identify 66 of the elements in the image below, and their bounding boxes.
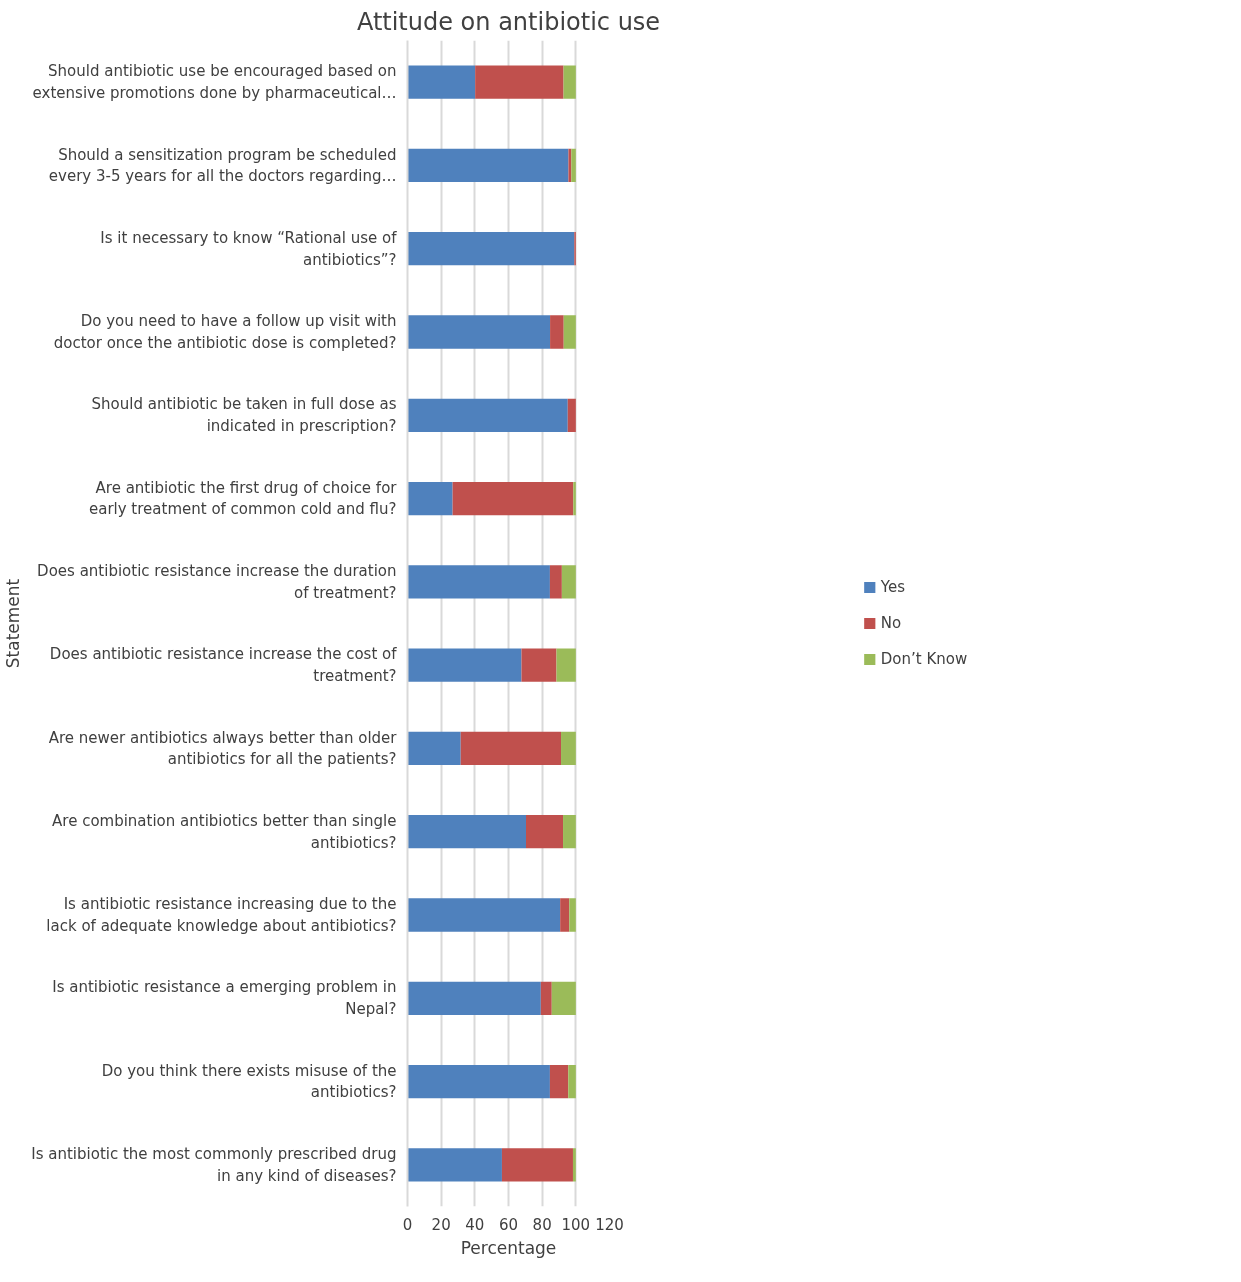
bar — [526, 815, 564, 849]
y-tick-label: Should a sensitization program be scheduled every 3-5 years for all the doctors regarding… — [48, 145, 397, 186]
bar — [572, 1148, 576, 1182]
bar — [521, 648, 557, 682]
bar — [567, 398, 576, 432]
x-tick-label: 100 — [561, 1215, 591, 1234]
bar — [452, 481, 574, 516]
bar — [407, 1064, 550, 1099]
y-tick-label: Does antibiotic resistance increase the cost of treatment? — [49, 645, 398, 685]
x-tick-label: 40 — [465, 1215, 485, 1234]
bar — [501, 1148, 573, 1182]
bar — [407, 898, 561, 932]
y-tick-label: Should antibiotic be taken in full dose as indicated in prescription? — [91, 395, 397, 436]
legend-label: Yes — [880, 578, 905, 596]
y-tick-label: Is it necessary to know “Rational use of antibiotics”? — [100, 228, 398, 269]
bar — [568, 1064, 576, 1099]
bar — [407, 65, 476, 99]
bar — [563, 65, 576, 99]
bar — [560, 898, 570, 932]
y-tick-label: Do you need to have a follow up visit with doctor once the antibiotic dose is completed? — [53, 312, 397, 352]
bar — [549, 1064, 569, 1099]
bar — [549, 565, 562, 599]
bar — [569, 898, 576, 932]
x-tick-label: 20 — [431, 1215, 451, 1234]
chart-title: Attitude on antibiotic use — [356, 7, 661, 36]
bar — [407, 815, 527, 849]
x-tick-label: 60 — [498, 1215, 519, 1234]
y-tick-label: Are antibiotic the first drug of choice for early treatment of common cold and flu? — [88, 478, 398, 519]
bar — [571, 148, 576, 183]
y-tick-label: Does antibiotic resistance increase the duration of treatment? — [37, 562, 397, 602]
bar — [550, 315, 564, 349]
bar — [563, 315, 576, 349]
bar — [568, 148, 572, 183]
bar — [407, 232, 575, 266]
bar — [556, 648, 576, 682]
y-tick-label: Do you think there exists misuse of the antibiotics? — [101, 1061, 397, 1102]
bar — [407, 648, 522, 682]
y-tick-label: Is antibiotic resistance a emerging problem in Nepal? — [52, 978, 397, 1019]
bar — [407, 981, 541, 1015]
x-axis-title: Percentage — [460, 1237, 557, 1258]
bar — [561, 731, 576, 766]
x-tick-label: 120 — [595, 1215, 624, 1234]
x-tick-label: 0 — [402, 1215, 413, 1234]
bar — [407, 315, 551, 349]
bar — [407, 565, 550, 599]
y-tick-label: Are combination antibiotics better than single antibiotics? — [52, 811, 397, 852]
bar — [407, 1148, 502, 1182]
y-axis-title: Statement — [3, 578, 24, 669]
legend-label: Don’t Know — [880, 650, 968, 668]
bar — [563, 815, 576, 849]
bar — [407, 731, 461, 766]
bar — [551, 981, 576, 1015]
bar — [573, 481, 576, 516]
y-tick-label: Are newer antibiotics always better than older antibiotics for all the patients? — [48, 728, 398, 769]
y-tick-label: Is antibiotic resistance increasing due to the lack of adequate knowledge about antibiotics? — [46, 895, 397, 935]
y-tick-label: Is antibiotic the most commonly prescribed drug in any kind of diseases? — [31, 1145, 397, 1185]
bar — [540, 981, 552, 1015]
bar — [407, 481, 453, 516]
bar — [561, 565, 576, 599]
bar — [460, 731, 562, 766]
bar — [407, 398, 568, 432]
x-tick-label: 80 — [532, 1215, 552, 1234]
y-tick-label: Should antibiotic use be encouraged based on extensive promotions done by pharmaceutical… — [32, 62, 397, 102]
bar — [407, 148, 569, 183]
legend-label: No — [880, 614, 902, 632]
bar — [475, 65, 564, 99]
